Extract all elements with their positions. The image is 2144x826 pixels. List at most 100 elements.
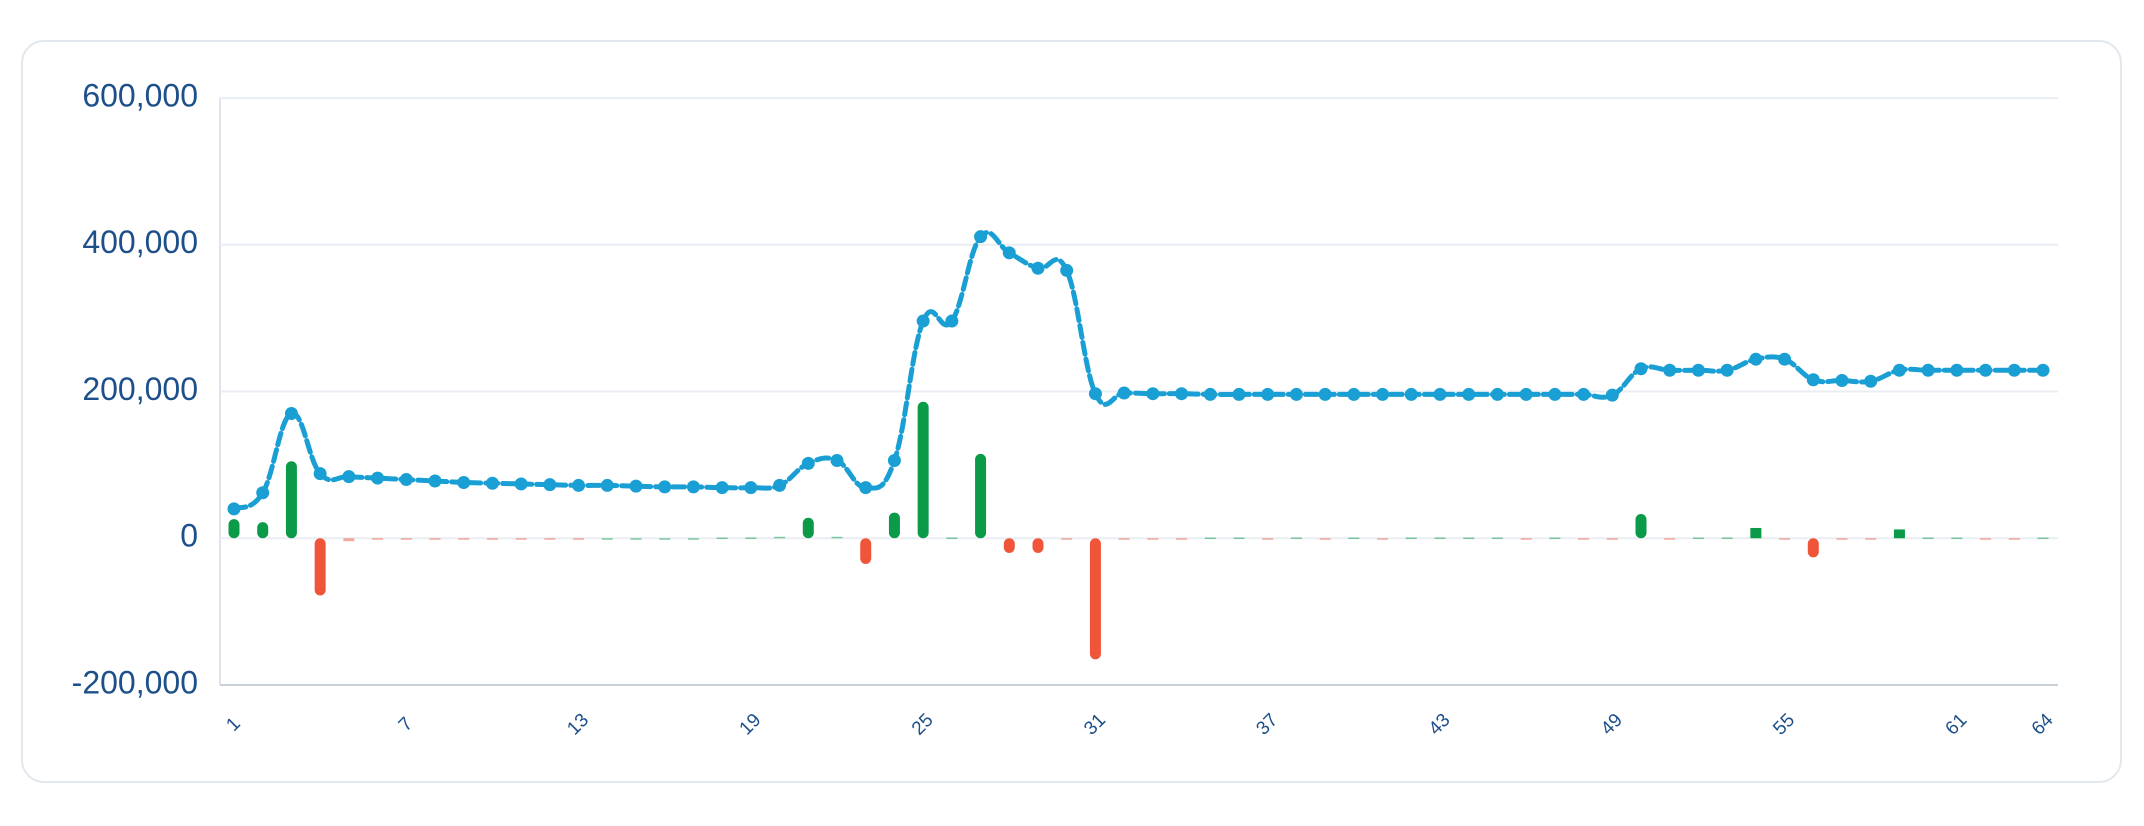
point <box>1462 387 1476 401</box>
bar <box>860 538 872 564</box>
point <box>485 476 499 490</box>
bar <box>888 512 900 539</box>
point <box>1605 388 1619 402</box>
bar <box>1290 537 1302 540</box>
point <box>1749 352 1763 366</box>
point <box>1806 373 1820 387</box>
y-tick-label: -200,000 <box>72 664 198 700</box>
point <box>428 474 442 488</box>
point <box>371 471 385 485</box>
point <box>1778 352 1792 366</box>
point <box>1203 387 1217 401</box>
point <box>572 478 586 492</box>
card <box>21 40 2122 783</box>
bar <box>1692 537 1704 540</box>
bar <box>1061 538 1073 540</box>
bar <box>831 536 843 539</box>
bar <box>1922 537 1934 540</box>
point <box>801 456 815 470</box>
point <box>1490 387 1504 401</box>
point <box>887 453 901 467</box>
point <box>1892 363 1906 377</box>
bar <box>486 538 498 540</box>
point <box>2007 363 2021 377</box>
point <box>974 230 988 244</box>
bar <box>1377 538 1389 540</box>
bar <box>1606 538 1618 540</box>
bar <box>601 538 613 540</box>
bar <box>1434 537 1446 540</box>
point <box>1318 387 1332 401</box>
bar <box>1520 538 1532 540</box>
bar <box>2037 537 2049 540</box>
point <box>686 480 700 494</box>
bar <box>946 537 958 540</box>
point <box>1519 387 1533 401</box>
bar <box>257 522 269 539</box>
bar <box>1893 529 1905 539</box>
bar <box>1405 537 1417 540</box>
point <box>342 470 356 484</box>
bar <box>1262 538 1274 540</box>
bar <box>1865 538 1877 540</box>
bar <box>429 538 441 540</box>
bar <box>1176 538 1188 540</box>
bar <box>400 538 412 540</box>
point <box>1835 373 1849 387</box>
point <box>1347 387 1361 401</box>
bar <box>228 519 240 539</box>
bar <box>1578 538 1590 540</box>
point <box>543 478 557 492</box>
point <box>457 475 471 489</box>
bar <box>1003 538 1015 553</box>
point <box>1921 363 1935 377</box>
point <box>1577 387 1591 401</box>
point <box>1404 387 1418 401</box>
bar <box>1491 537 1503 540</box>
point <box>1433 387 1447 401</box>
y-tick-label: 0 <box>180 518 198 554</box>
point <box>830 453 844 467</box>
point <box>1663 363 1677 377</box>
bar <box>659 538 671 540</box>
point <box>1002 246 1016 260</box>
y-tick-label: 600,000 <box>82 77 198 113</box>
point <box>514 477 528 491</box>
point <box>1232 387 1246 401</box>
point <box>1088 387 1102 401</box>
bar <box>573 538 585 540</box>
bar <box>285 461 297 539</box>
bar <box>314 538 326 596</box>
point <box>284 407 298 421</box>
bar <box>1836 538 1848 540</box>
bar <box>630 538 642 540</box>
bar <box>687 538 699 540</box>
bar <box>1233 537 1245 540</box>
point <box>773 478 787 492</box>
point <box>1950 363 1964 377</box>
bar <box>2008 538 2020 540</box>
bar <box>1089 538 1101 660</box>
point <box>1031 261 1045 275</box>
point <box>1060 263 1074 277</box>
point <box>1864 374 1878 388</box>
point <box>916 314 930 328</box>
bar <box>802 517 814 539</box>
point <box>658 480 672 494</box>
bar <box>1463 537 1475 540</box>
point <box>1261 387 1275 401</box>
bar <box>1032 538 1044 553</box>
bar <box>1204 537 1216 540</box>
bar <box>745 537 757 540</box>
point <box>1175 387 1189 401</box>
point <box>859 481 873 495</box>
y-tick-label: 200,000 <box>82 371 198 407</box>
bar <box>1348 537 1360 540</box>
point <box>1634 362 1648 376</box>
point <box>1691 363 1705 377</box>
point <box>313 467 327 481</box>
bar <box>515 538 527 540</box>
point <box>256 486 270 500</box>
bar <box>458 538 470 540</box>
